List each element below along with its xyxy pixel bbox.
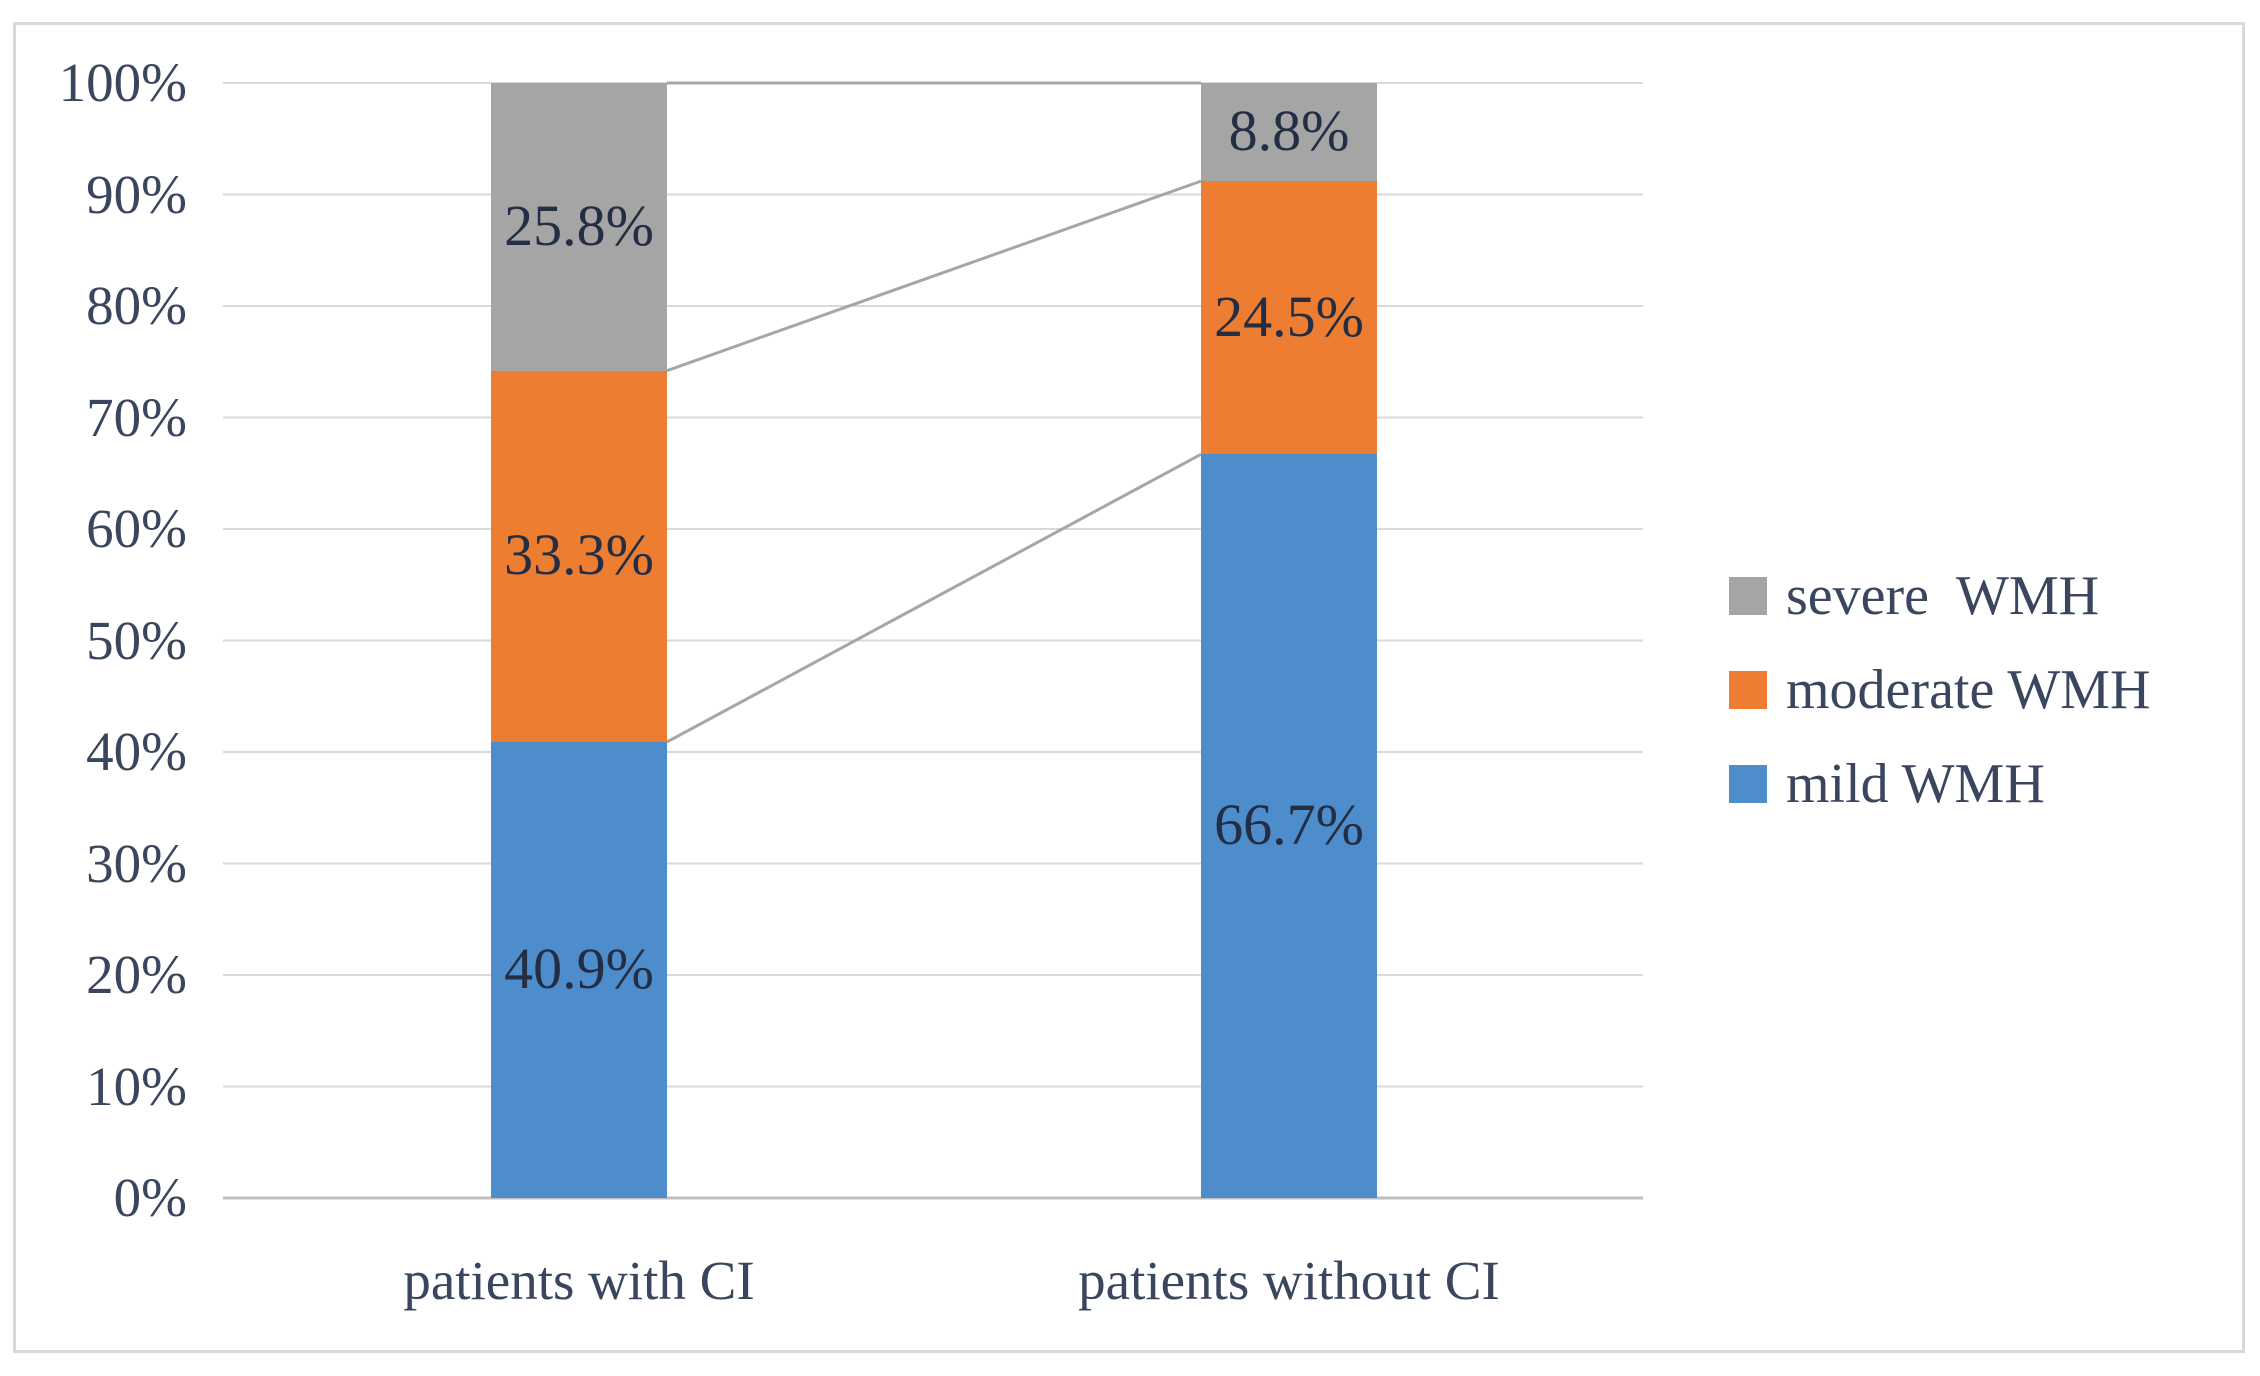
legend-label: severe WMH	[1786, 565, 2100, 627]
figure-frame	[13, 22, 2245, 1353]
y-tick-label: 30%	[86, 832, 187, 894]
y-tick-label: 100%	[58, 52, 187, 113]
data-label: 66.7%	[1214, 792, 1364, 858]
bar-segment-mild-1	[491, 741, 667, 1198]
y-tick-label: 70%	[86, 386, 187, 448]
y-tick-label: 50%	[86, 609, 187, 671]
series-connector-line	[666, 179, 1202, 373]
y-tick-label: 90%	[86, 163, 187, 225]
legend-swatch-moderate	[1729, 671, 1767, 709]
bar-segment-severe-1	[491, 83, 667, 371]
category-label: patients without CI	[1078, 1250, 1500, 1311]
data-label: 33.3%	[504, 522, 654, 588]
y-tick-label: 10%	[86, 1055, 187, 1117]
bar-segment-moderate-1	[491, 370, 667, 742]
legend-label: moderate WMH	[1786, 659, 2151, 721]
y-tick-label: 0%	[113, 1167, 187, 1228]
legend-swatch-severe	[1729, 577, 1767, 615]
data-label: 40.9%	[504, 935, 654, 1001]
legend-swatch-mild	[1729, 765, 1767, 803]
y-tick-label: 20%	[86, 944, 187, 1005]
series-connector-line	[666, 452, 1202, 744]
y-tick-label: 80%	[86, 275, 187, 336]
data-label: 25.8%	[504, 192, 654, 258]
legend-label: mild WMH	[1786, 753, 2045, 815]
category-label: patients with CI	[403, 1250, 755, 1311]
bar-segment-moderate-2	[1201, 181, 1377, 455]
data-label: 24.5%	[1214, 283, 1364, 349]
data-label: 8.8%	[1228, 98, 1350, 164]
bar-segment-mild-2	[1201, 454, 1377, 1198]
bar-segment-severe-2	[1201, 83, 1377, 182]
y-tick-label: 40%	[86, 721, 187, 782]
y-tick-label: 60%	[86, 498, 187, 559]
